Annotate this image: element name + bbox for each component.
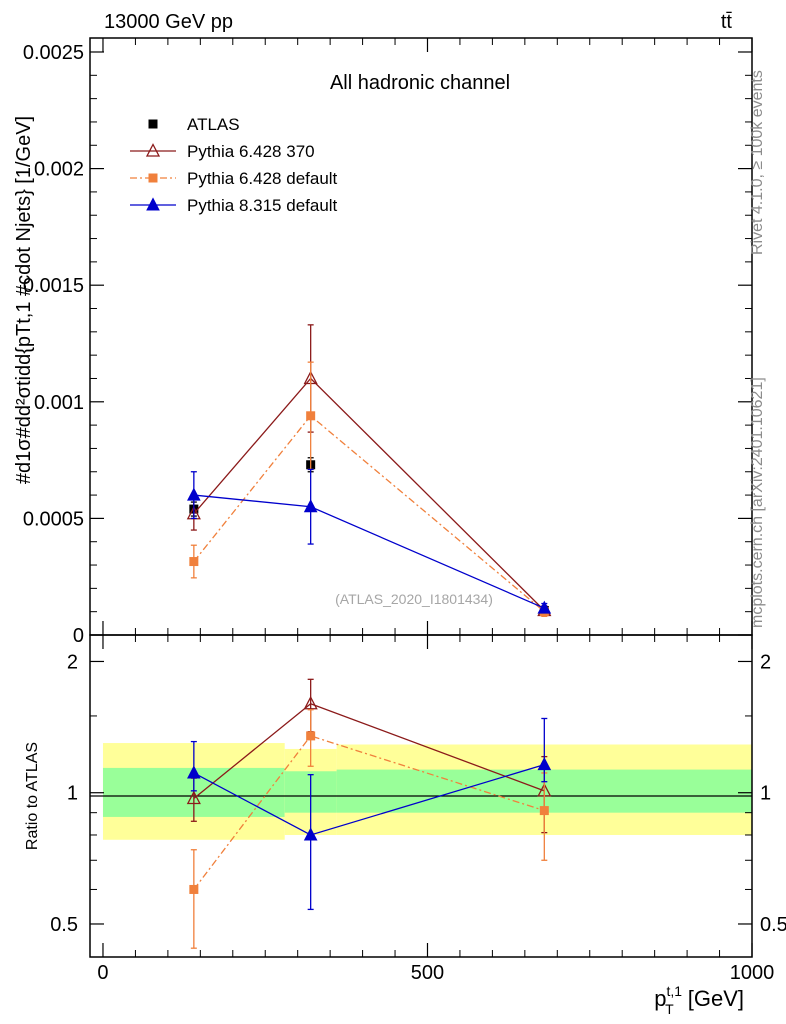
ratio-point-pythia-8-315-default-0 [187, 765, 201, 779]
ratio-point-pythia-6-428-default-1 [306, 731, 316, 741]
legend: ATLAS Pythia 6.428 370 Pythia 6.428 defaul… [130, 115, 338, 215]
legend-entry-pythia-8-315-default: Pythia 8.315 default [130, 196, 338, 215]
main-point-pythia-6-428-default-1 [306, 411, 316, 421]
ratio-ytick-label-1: 1 [67, 783, 78, 805]
ratio-point-pythia-6-428-370-0 [186, 790, 201, 805]
rivet-version-label: Rivet 4.1.0, ≥ 100k events [749, 70, 766, 255]
main-series-pythia-6-428-default [189, 361, 549, 617]
ratio-ytick-label-right-2: 2 [760, 651, 771, 673]
xtick-label-2: 1000 [730, 962, 775, 984]
legend-marker-atlas [148, 119, 158, 129]
main-ytick-label-1: 0.0005 [23, 508, 84, 530]
ratio-point-pythia-6-428-default-0 [189, 884, 199, 894]
ratio-panel: 0.5 0.5 1 1 2 2 Ratio to ATLAS [24, 634, 786, 958]
legend-marker-pythia-6-428-default [148, 173, 158, 183]
main-ytick-label-5: 0.0025 [23, 42, 84, 64]
x-axis-label: pt,1 T [GeV] [654, 983, 744, 1017]
xtick-label-0: 0 [97, 962, 108, 984]
ratio-point-pythia-8-315-default-1 [303, 827, 318, 841]
main-point-pythia-8-315-default-1 [303, 499, 318, 513]
main-ytick-label-3: 0.0015 [23, 275, 84, 297]
ratio-point-pythia-6-428-default-2 [539, 806, 549, 816]
ratio-ytick-label-right-1: 1 [760, 783, 771, 805]
ratio-point-pythia-6-428-370-1 [303, 695, 318, 710]
legend-label-atlas: ATLAS [187, 115, 240, 134]
main-line-pythia-6-428-default [193, 414, 545, 613]
main-line-pythia-6-428-370 [193, 377, 545, 611]
main-point-pythia-8-315-default-0 [187, 487, 201, 501]
energy-label: 13000 GeV pp [104, 11, 233, 33]
xtick-label-1: 500 [411, 962, 444, 984]
legend-label-pythia-8-315-default: Pythia 8.315 default [187, 196, 338, 215]
main-series-pythia-8-315-default [187, 468, 552, 614]
main-point-pythia-6-428-default-0 [189, 557, 199, 567]
ratio-frame [89, 634, 753, 958]
main-point-pythia-8-315-default-2 [537, 600, 552, 614]
main-ytick-label-4: 0.002 [34, 159, 84, 181]
legend-label-pythia-6-428-370: Pythia 6.428 370 [187, 142, 315, 161]
ratio-ytick-label-0: 0.5 [50, 914, 78, 936]
mcplots-label: mcplots.cern.ch [arXiv:2401.10621] [749, 377, 766, 628]
ratio-axis-label: Ratio to ATLAS [24, 742, 41, 850]
ratio-series-pythia-8-315-default [187, 717, 552, 911]
legend-label-pythia-6-428-default: Pythia 6.428 default [187, 169, 338, 188]
ratio-series-pythia-6-428-default [189, 709, 549, 949]
y-axis-label: #d1σ#dd²σtidd{pTt,1 #cdot Njets} [1/GeV] [13, 116, 35, 484]
legend-entry-pythia-6-428-default: Pythia 6.428 default [130, 169, 338, 188]
ratio-line-pythia-6-428-default [193, 735, 545, 890]
legend-entry-pythia-6-428-370: Pythia 6.428 370 [130, 142, 315, 161]
legend-marker-pythia-8-315-default [146, 197, 160, 211]
main-panel: 0 0.0005 0.001 0.0015 0.002 0.0025 All hadron… [13, 37, 753, 647]
analysis-watermark: (ATLAS_2020_I1801434) [335, 591, 493, 607]
main-ytick-label-2: 0.001 [34, 392, 84, 414]
main-series-pythia-6-428-370 [186, 324, 552, 617]
main-title: All hadronic channel [330, 72, 510, 94]
process-label: tt̄ [721, 11, 733, 33]
main-ytick-label-0: 0 [73, 625, 84, 647]
legend-entry-atlas: ATLAS [148, 115, 240, 134]
ratio-point-pythia-8-315-default-2 [537, 757, 552, 771]
ratio-ytick-label-right-0: 0.5 [760, 914, 786, 936]
legend-marker-pythia-6-428-370 [145, 143, 161, 157]
ratio-ytick-label-2: 2 [67, 651, 78, 673]
